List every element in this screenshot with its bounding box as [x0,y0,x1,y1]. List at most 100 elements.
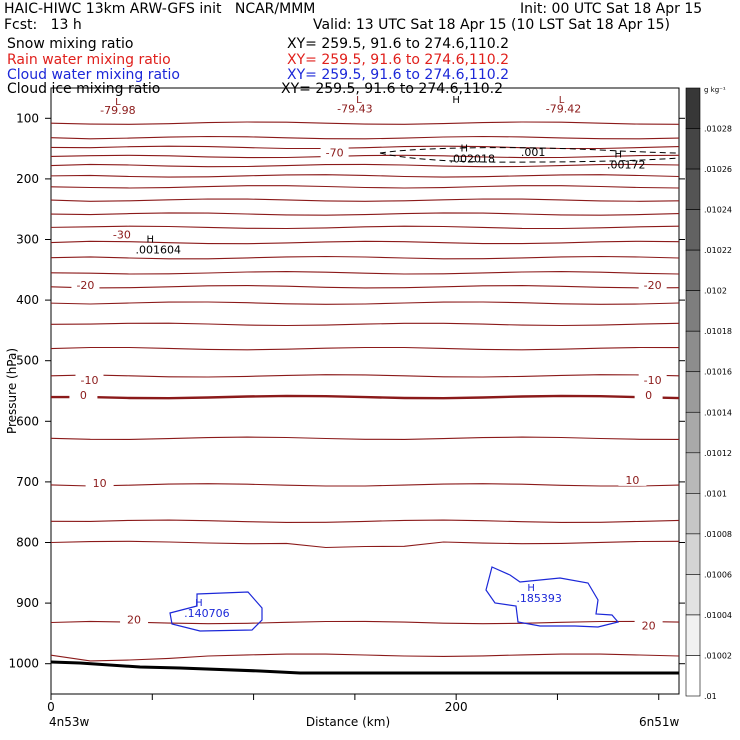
y-axis-title: Pressure (hPa) [5,348,19,434]
colorbar-label: .01016 [704,368,732,377]
colorbar-swatch [685,452,701,494]
label-halo [618,473,647,486]
extremum-value: .002018 [450,153,496,166]
temperature-label: 10 [93,477,107,490]
isotherm-line [50,483,680,487]
temperature-label: -79.42 [546,102,581,115]
y-tick-label: 600 [16,414,39,428]
field-label-cloud-water: Cloud water mixing ratio [7,67,180,83]
temperature-label: -10 [644,374,662,387]
label-halo [549,102,578,115]
temperature-label: -70 [326,147,344,160]
colorbar-label: .01024 [704,206,732,215]
isotherm-line [50,198,680,202]
label-halo [320,146,349,159]
cloud-water-contour-left [169,591,263,632]
isotherm-line [50,653,680,662]
colorbar-swatch [685,411,701,454]
extremum-value: .185393 [516,592,562,605]
extremum-value: .00172 [607,159,646,172]
field-xy-cloud-ice: XY= 259.5, 91.6 to 274.6,110.2 [281,81,504,97]
temperature-label: -79.98 [100,104,135,117]
isotherm-line [50,185,680,189]
contour-labels: -79.98 -79.43 -79.42 -70 -30 -20 -20 -10 -10 0 0 10… [69,95,667,632]
field-label-snow: Snow mixing ratio [7,36,134,52]
colorbar-label: .01012 [704,449,732,458]
forecast-hour: Fcst: 13 h [4,17,82,33]
temperature-label: 10 [625,474,639,487]
colorbar: .01028 .01026 .01024 .01022 .0102 .01018 .0101… [685,87,732,701]
label-halo [638,373,667,386]
y-tick-label: 400 [16,293,39,307]
temperature-label: 0 [645,389,652,402]
extremum-symbol: L [115,97,121,108]
colorbar-label: .01006 [704,570,732,579]
extremum-symbol: H [452,95,460,106]
colorbar-swatch [685,493,701,535]
isotherm-line [50,145,680,150]
extremum-symbol: H [146,235,154,246]
isotherm-lines [50,121,680,662]
isotherm-line [50,540,680,549]
isotherm-line [50,174,680,178]
colorbar-swatch [685,249,701,291]
x-tick-label: 0 [47,700,55,714]
colorbar-label: .01018 [704,327,732,336]
temperature-label: -79.43 [337,102,372,115]
colorbar-swatch [685,655,701,697]
isotherm-line [50,271,680,275]
isotherm-line [50,225,680,230]
x-tick-label: 200 [445,700,468,714]
extremum-value: .001604 [136,244,182,257]
colorbar-swatch [685,533,701,575]
isotherm-line [50,163,680,168]
isotherm-line [50,620,680,625]
colorbar-swatch [685,574,701,616]
isotherm-line [50,519,680,523]
colorbar-label: .01022 [704,246,732,255]
plot-frame [50,87,680,695]
isotherm-line [50,135,680,140]
temperature-label: -30 [113,228,131,241]
colorbar-swatch [685,330,701,373]
temperature-label: -20 [644,279,662,292]
colorbar-swatch [685,87,701,129]
colorbar-unit: g kg⁻¹ [704,86,726,94]
colorbar-label: .01004 [704,611,732,620]
label-halo [69,389,98,402]
isotherm-line [50,394,680,400]
isotherm-line [50,436,680,440]
isotherm-line [50,322,680,327]
y-tick-label: 100 [16,111,39,125]
init-time: Init: 00 UTC Sat 18 Apr 15 [520,1,703,17]
isotherm-line [50,346,680,351]
extremum-value: .140706 [184,607,230,620]
colorbar-swatch [685,209,701,251]
label-halo [75,373,104,386]
colorbar-swatch [685,614,701,656]
colorbar-label: .01028 [704,125,732,134]
field-label-cloud-ice: Cloud ice mixing ratio [7,81,161,97]
terrain-line [50,660,679,675]
extremum-symbol: L [559,95,565,106]
isotherm-line [50,285,680,289]
colorbar-label: .01 [704,692,717,701]
cloud-ice-contours [379,147,680,163]
label-halo [103,104,132,117]
field-xy-rain: XY= 259.5, 91.6 to 274.6,110.2 [287,52,510,68]
isotherm-line [50,121,680,125]
isotherm-line [50,374,680,378]
colorbar-swatch [685,371,701,413]
isotherm-line [50,255,680,260]
isotherm-line [50,301,680,305]
y-tick-label: 200 [16,172,39,186]
extremum-symbol: L [356,95,362,106]
colorbar-label: .01026 [704,165,732,174]
x-axis-title: Distance (km) [306,715,390,729]
colorbar-swatch [685,290,701,332]
temperature-label: 0 [80,389,87,402]
label-halo [634,389,663,402]
temperature-label: -20 [76,279,94,292]
